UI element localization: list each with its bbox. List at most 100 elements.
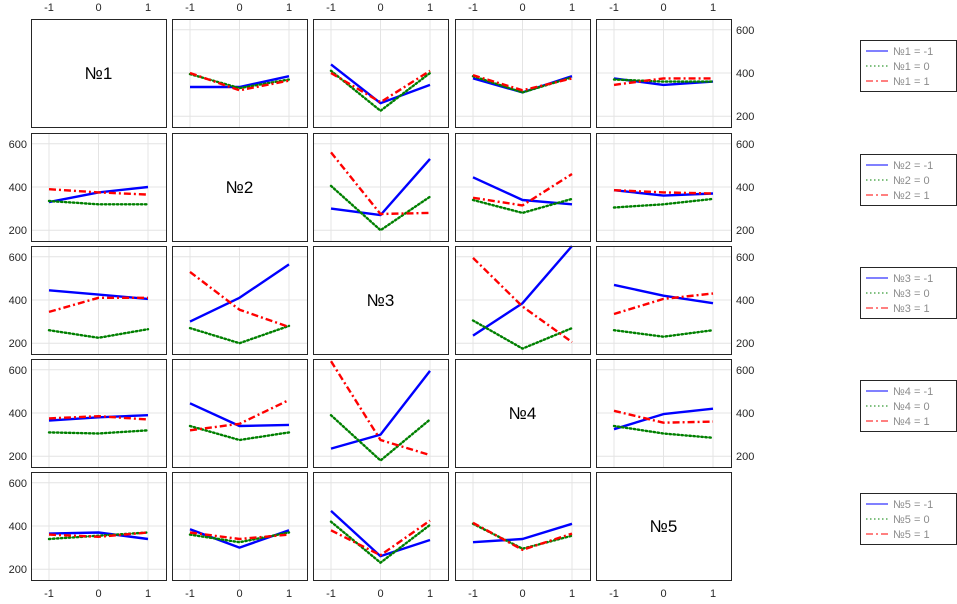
diagonal-label: №5 xyxy=(650,517,678,536)
diagonal-label: №4 xyxy=(509,404,537,423)
series-line-level-0 xyxy=(329,414,432,462)
series-line-level-1 xyxy=(189,270,290,329)
y-tick-label-left: 200 xyxy=(9,225,27,237)
x-tick-label-bottom: -1 xyxy=(44,588,54,600)
x-tick-label-top: 0 xyxy=(377,2,383,14)
panel-border xyxy=(172,19,308,128)
x-tick-label-top: 0 xyxy=(95,2,101,14)
x-tick-label-bottom: 0 xyxy=(236,588,242,600)
panel-r1-c3 xyxy=(313,19,449,128)
panel-border xyxy=(313,19,449,128)
x-tick-label-bottom: -1 xyxy=(468,588,478,600)
panel-border xyxy=(172,133,308,242)
series-line-level-1 xyxy=(472,74,573,92)
x-tick-label-bottom: 1 xyxy=(286,588,292,600)
series-line-level-0 xyxy=(612,78,715,83)
y-tick-label-right: 400 xyxy=(736,408,754,420)
panel-r2-c4 xyxy=(455,133,591,242)
diagonal-label: №2 xyxy=(226,178,254,197)
y-tick-label-left: 400 xyxy=(9,408,27,420)
series-line-level-0 xyxy=(471,197,574,215)
x-tick-label-bottom: 0 xyxy=(519,588,525,600)
panel-r3-c3: №3 xyxy=(313,246,449,355)
legend-frame xyxy=(860,40,957,92)
x-tick-label-top: 1 xyxy=(286,2,292,14)
panel-r5-c1 xyxy=(31,472,167,581)
panel-r2-c1 xyxy=(31,133,167,242)
y-tick-label-left: 600 xyxy=(9,252,27,264)
series-line-level--1 xyxy=(189,402,290,428)
series-line-level-0 xyxy=(47,199,150,206)
panel-r4-c1 xyxy=(31,359,167,468)
y-tick-label-right: 200 xyxy=(736,225,754,237)
panel-r1-c1: №1 xyxy=(31,19,167,128)
panel-border xyxy=(31,19,167,128)
panel-r5-c2 xyxy=(172,472,308,581)
y-tick-label-left: 200 xyxy=(9,564,27,576)
legend-entry: №1 = 0 xyxy=(893,61,930,73)
legend-box: №3 = -1 №3 = 0 №3 = 1 xyxy=(860,267,957,319)
y-tick-label-left: 400 xyxy=(9,182,27,194)
y-tick-label-right: 200 xyxy=(736,451,754,463)
x-tick-label-bottom: 1 xyxy=(569,588,575,600)
panel-r1-c2 xyxy=(172,19,308,128)
x-tick-label-bottom: 0 xyxy=(95,588,101,600)
series-line-level--1 xyxy=(330,370,431,450)
diagonal-label: №3 xyxy=(367,291,395,310)
series-line-level-0 xyxy=(612,329,715,338)
series-line-level--1 xyxy=(48,289,149,301)
panel-r3-c1 xyxy=(31,246,167,355)
panel-border xyxy=(313,359,449,468)
panel-border xyxy=(31,133,167,242)
y-tick-label-left: 200 xyxy=(9,451,27,463)
legend-box: №2 = -1 №2 = 0 №2 = 1 xyxy=(860,154,957,206)
y-tick-label-left: 600 xyxy=(9,139,27,151)
panel-border xyxy=(596,246,732,355)
y-tick-label-left: 600 xyxy=(9,365,27,377)
y-tick-label-left: 400 xyxy=(9,295,27,307)
panel-border xyxy=(455,246,591,355)
series-line-level-1 xyxy=(472,172,573,207)
legend-entry: №4 = 1 xyxy=(893,416,930,428)
panel-border xyxy=(313,472,449,581)
series-line-level-1 xyxy=(48,188,149,196)
y-tick-label-left: 400 xyxy=(9,521,27,533)
series-line-level-0 xyxy=(471,319,574,350)
x-tick-label-top: 1 xyxy=(569,2,575,14)
panel-border xyxy=(455,359,591,468)
y-tick-label-left: 600 xyxy=(9,478,27,490)
legend-box: №1 = -1 №1 = 0 №1 = 1 xyxy=(860,40,957,92)
legend-frame xyxy=(860,154,957,206)
legend-frame xyxy=(860,493,957,545)
panel-r3-c2 xyxy=(172,246,308,355)
legend-entry: №4 = -1 xyxy=(893,386,933,398)
panel-r2-c2: №2 xyxy=(172,133,308,242)
legend-frame xyxy=(860,267,957,319)
y-tick-label-right: 400 xyxy=(736,295,754,307)
series-line-level-1 xyxy=(330,151,431,216)
series-line-level--1 xyxy=(330,63,431,105)
series-line-level--1 xyxy=(472,522,573,544)
series-line-level-1 xyxy=(330,69,431,104)
y-tick-label-right: 200 xyxy=(736,338,754,350)
x-tick-label-bottom: 1 xyxy=(427,588,433,600)
legend-entry: №2 = -1 xyxy=(893,160,933,172)
y-tick-label-right: 200 xyxy=(736,111,754,123)
panel-r4-c5 xyxy=(596,359,732,468)
series-line-level-1 xyxy=(48,531,149,538)
y-tick-label-right: 400 xyxy=(736,182,754,194)
series-line-level-1 xyxy=(472,521,573,551)
legend-entry: №5 = 1 xyxy=(893,529,930,541)
series-line-level-1 xyxy=(48,296,148,314)
panel-border xyxy=(313,246,449,355)
panel-r2-c5 xyxy=(596,133,732,242)
series-line-level-1 xyxy=(613,189,714,195)
panel-r5-c4 xyxy=(455,472,591,581)
series-line-level--1 xyxy=(189,263,290,323)
legend-entry: №5 = -1 xyxy=(893,499,933,511)
series-line-level-0 xyxy=(188,424,291,442)
panel-r1-c5 xyxy=(596,19,732,128)
panel-border xyxy=(596,472,732,581)
panel-r4-c3 xyxy=(313,359,449,468)
